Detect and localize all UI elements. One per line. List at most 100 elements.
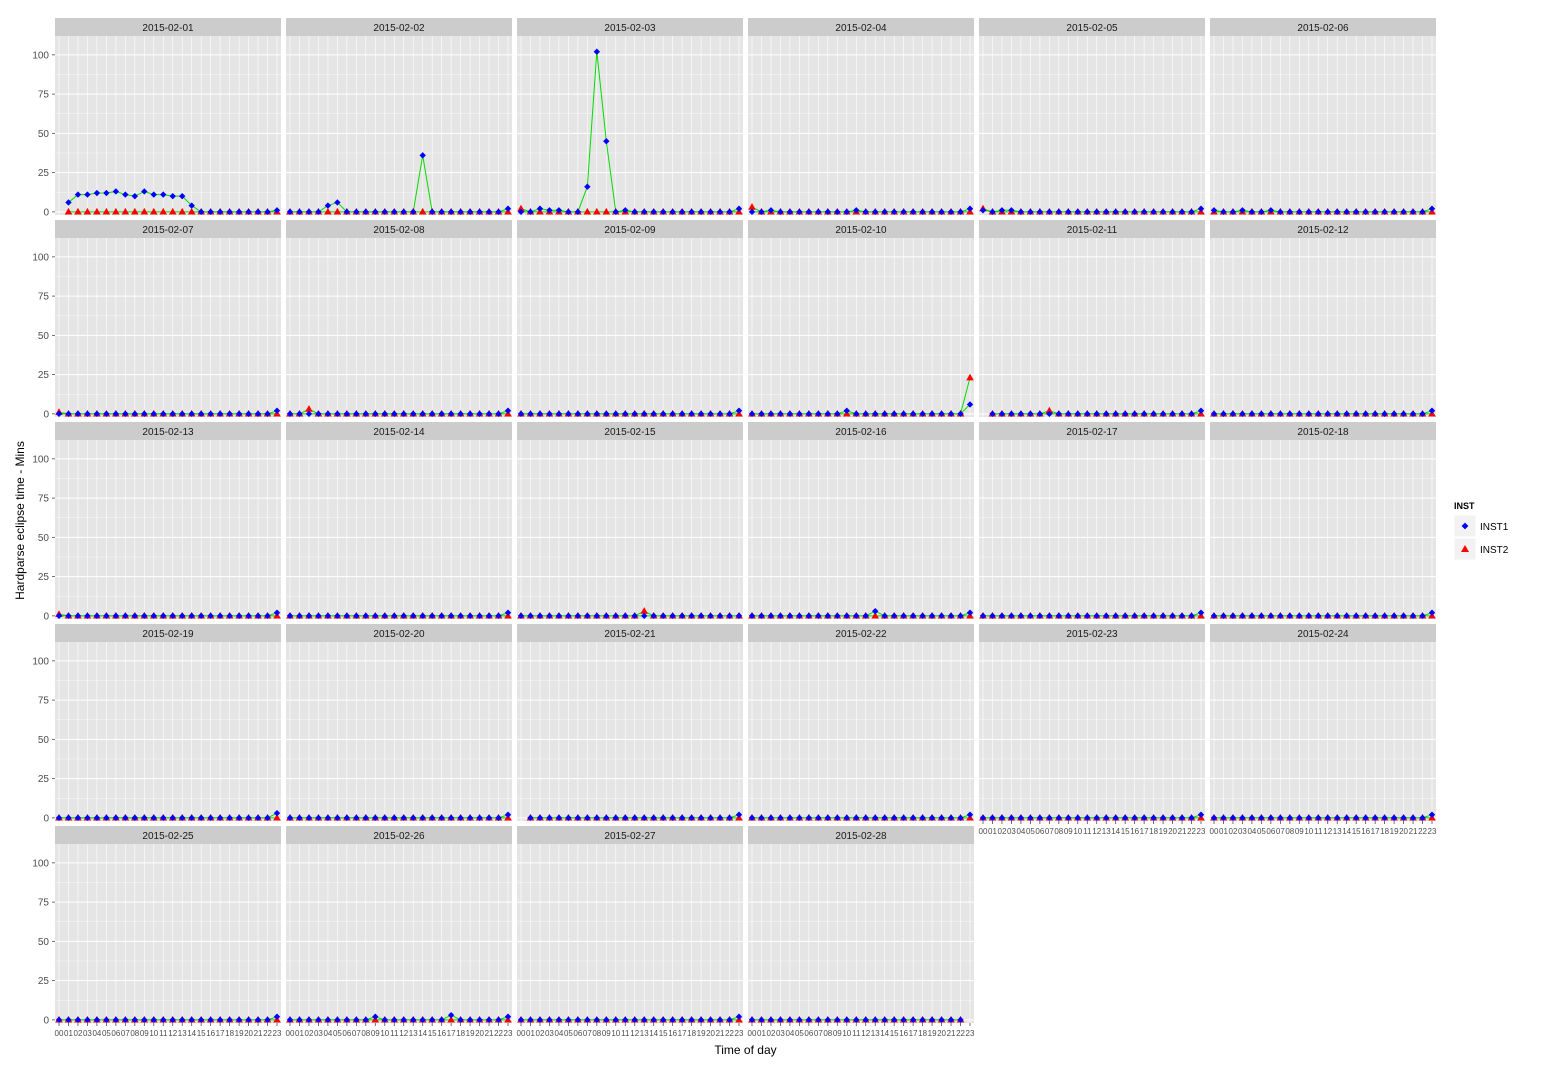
x-tick-label: 19 (235, 1029, 244, 1038)
inst1-point (391, 410, 398, 418)
inst1-point (315, 208, 322, 216)
inst1-point (353, 814, 360, 822)
facet-panel: 2015-02-04 (748, 18, 974, 216)
x-tick-label: 06 (111, 1029, 120, 1038)
inst1-point (796, 208, 803, 216)
inst1-point (593, 612, 601, 620)
inst1-point (1371, 612, 1379, 620)
inst1-point (1371, 208, 1379, 216)
inst2-point (517, 204, 525, 212)
inst1-point (1305, 612, 1312, 620)
inst1-point (735, 1013, 743, 1020)
inst1-point (669, 814, 676, 822)
inst1-point (400, 208, 407, 216)
inst1-point (122, 410, 129, 418)
facet-strip (748, 624, 974, 642)
x-tick-label: 12 (399, 1029, 408, 1038)
inst1-point (909, 814, 917, 822)
inst1-point (716, 410, 724, 418)
inst1-point (716, 612, 724, 620)
x-tick-label: 23 (273, 1029, 282, 1038)
inst1-point (112, 1016, 120, 1024)
inst1-point (1150, 612, 1157, 620)
inst1-point (1390, 208, 1398, 216)
inst1-point (391, 208, 398, 216)
inst1-point (938, 1016, 945, 1024)
y-tick-label: 0 (43, 1015, 49, 1026)
inst1-point (179, 192, 186, 200)
panel-background (979, 642, 1205, 821)
inst1-point (235, 1016, 243, 1024)
inst2-point (102, 207, 111, 215)
inst1-point (343, 612, 351, 620)
inst1-point (527, 612, 534, 620)
inst1-point (555, 612, 563, 620)
inst1-point (584, 410, 591, 418)
facet-strip (748, 422, 974, 440)
x-tick-label: 14 (880, 1029, 889, 1038)
inst1-point (786, 208, 794, 216)
inst1-point (1140, 612, 1148, 620)
inst1-point (758, 612, 765, 620)
facet-strip-label: 2015-02-28 (835, 831, 887, 842)
inst1-point (659, 814, 667, 822)
inst1-point (476, 410, 483, 418)
inst2-point (602, 207, 611, 215)
inst1-point (1296, 612, 1303, 620)
inst1-point (1296, 814, 1303, 822)
legend-inst1-icon (1461, 522, 1469, 530)
inst1-point (565, 612, 572, 620)
inst2-point (131, 207, 139, 215)
inst2-point (149, 207, 158, 215)
inst1-point (1248, 814, 1256, 822)
inst1-point (546, 410, 553, 418)
x-tick-label: 19 (466, 1029, 475, 1038)
inst1-point (305, 1016, 313, 1024)
inst1-point (235, 410, 243, 418)
inst1-point (909, 1016, 917, 1024)
inst1-point (1315, 814, 1322, 822)
inst1-point (603, 1016, 610, 1024)
inst1-point (989, 410, 996, 418)
inst1-point (979, 814, 987, 822)
inst1-point (678, 410, 686, 418)
panel-background (1210, 440, 1436, 619)
inst1-point (381, 410, 388, 418)
inst1-point (1381, 208, 1388, 216)
inst1-point (1055, 612, 1063, 620)
inst1-point (235, 612, 243, 620)
inst1-point (998, 814, 1006, 822)
inst1-point (517, 612, 525, 620)
x-tick-label: 12 (1092, 827, 1101, 836)
inst1-point (84, 612, 91, 620)
inst1-point (1169, 814, 1176, 822)
inst1-point (1400, 814, 1407, 822)
x-tick-label: 08 (1054, 827, 1063, 836)
inst1-point (150, 1016, 157, 1024)
inst1-point (55, 814, 63, 822)
inst1-point (466, 410, 474, 418)
inst1-point (669, 208, 676, 216)
panel-background (1210, 36, 1436, 215)
inst1-point (957, 612, 964, 620)
x-tick-label: 04 (554, 1029, 563, 1038)
inst1-point (476, 208, 483, 216)
inst1-point (296, 208, 303, 216)
inst1-point (1381, 814, 1388, 822)
inst1-point (726, 410, 733, 418)
inst1-point (65, 410, 72, 418)
inst1-point (1188, 410, 1195, 418)
inst1-point (1239, 814, 1246, 822)
inst1-point (254, 208, 262, 216)
inst1-point (372, 814, 379, 822)
inst1-point (1008, 410, 1015, 418)
inst1-point (93, 814, 101, 822)
y-tick-label: 50 (38, 331, 50, 342)
inst1-point (410, 410, 417, 418)
inst1-point (305, 208, 313, 216)
inst1-point (122, 612, 129, 620)
inst1-point (1296, 410, 1303, 418)
inst1-point (688, 1016, 695, 1024)
inst1-point (815, 208, 822, 216)
inst1-point (131, 612, 139, 620)
